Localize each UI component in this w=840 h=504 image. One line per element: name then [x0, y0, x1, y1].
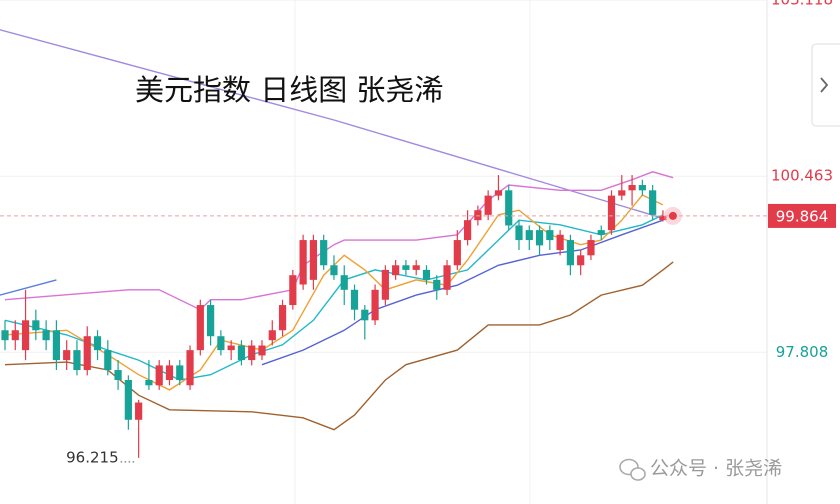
candle-body [628, 185, 636, 191]
candle-body [577, 255, 585, 266]
candle-body [453, 240, 461, 266]
candle-body [597, 230, 605, 235]
candle-body [433, 279, 441, 290]
candle-body [607, 195, 616, 231]
candle-body [309, 240, 317, 280]
candle-body [248, 345, 256, 361]
candle-body [392, 265, 400, 276]
candle-body [330, 265, 338, 276]
candle-body [464, 220, 472, 241]
watermark: 公众号 · 张尧浠 [650, 458, 782, 480]
indicator-line [4, 194, 664, 391]
y-tick-label: 97.808 [776, 343, 829, 361]
candle-body [114, 370, 122, 380]
candle-body [124, 379, 132, 420]
candle-body [659, 215, 667, 221]
candle-body [422, 269, 431, 280]
last-price-label: 99.864 [776, 207, 829, 225]
candle-body [474, 210, 482, 221]
candle-body [361, 309, 369, 321]
candle-body [587, 240, 595, 256]
candle-body [505, 190, 513, 226]
candle-body [371, 289, 379, 321]
candle-body [93, 336, 102, 351]
candle-body [32, 320, 40, 331]
candle-body [412, 265, 420, 270]
candle-body [618, 190, 626, 196]
candle-body [186, 350, 194, 386]
candle-body [638, 185, 646, 191]
plot [0, 0, 767, 458]
low-annotation: 96.215 [66, 448, 119, 466]
candle-body [217, 336, 225, 351]
candle-body [237, 345, 246, 361]
candle-body [227, 345, 235, 351]
candle-body [207, 305, 215, 337]
candle-body [176, 365, 184, 380]
candle-body [165, 365, 174, 380]
candle-body [320, 240, 328, 266]
collapse-tab[interactable] [811, 43, 840, 127]
candle-body [350, 289, 359, 310]
candle-body [52, 330, 60, 361]
candle-body [155, 365, 163, 386]
candle-body [484, 195, 492, 215]
candle-body [525, 230, 533, 241]
candle-body [145, 379, 153, 386]
candle-body [340, 275, 348, 290]
candle-body [649, 190, 657, 215]
candle-body [556, 234, 564, 251]
last-price-box [768, 203, 836, 228]
indicator-line [0, 29, 664, 219]
candle-body [42, 330, 50, 341]
y-tick-label: 103.118 [771, 0, 833, 9]
indicator-line [4, 261, 674, 431]
candle-body [63, 350, 71, 361]
candle-body [1, 330, 9, 341]
candle-body [196, 305, 204, 351]
candle-body [73, 350, 81, 371]
candle-body [546, 230, 554, 241]
candle-body [21, 320, 30, 351]
candle-body [299, 240, 307, 285]
candle-body [515, 225, 523, 241]
chart-title: 美元指数 日线图 张尧浠 [135, 73, 443, 107]
candle-body [494, 190, 503, 196]
y-tick-label: 100.463 [771, 167, 833, 185]
candle-body [83, 336, 91, 371]
candle-body [566, 240, 574, 266]
candle-body [443, 265, 451, 290]
last-price-dot [668, 211, 677, 220]
candle-body [402, 265, 410, 270]
candle-body [278, 305, 287, 331]
candle-body [104, 350, 112, 371]
candle-body [268, 330, 276, 341]
candle-body [381, 269, 389, 300]
candle-body [11, 330, 19, 341]
indicator-line [0, 279, 57, 296]
candle-body [135, 402, 143, 420]
candle-body [535, 230, 544, 246]
wechat-icon [619, 458, 646, 481]
candle-body [289, 275, 297, 306]
candle-body [258, 345, 266, 356]
